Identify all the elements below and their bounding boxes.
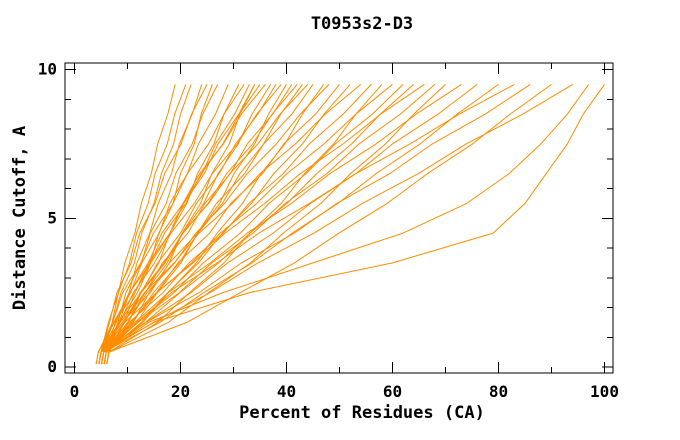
axis-ticks — [65, 63, 613, 373]
y-axis-label: Distance Cutoff, A — [10, 126, 30, 310]
model-curve — [101, 84, 436, 365]
model-curve — [98, 84, 277, 365]
x-axis-label: Percent of Residues (CA) — [239, 403, 485, 423]
model-curves — [95, 83, 605, 365]
model-curve — [98, 84, 176, 365]
model-curve — [103, 83, 515, 365]
model-curve — [103, 83, 425, 365]
model-curve — [101, 84, 362, 365]
model-curve — [103, 84, 478, 365]
model-curve — [106, 84, 446, 365]
model-curve — [98, 84, 208, 365]
x-tick-label: 0 — [70, 382, 80, 401]
model-curve — [98, 83, 462, 365]
y-tick-label: 5 — [47, 208, 57, 227]
model-curve — [98, 84, 261, 365]
x-tick-label: 60 — [383, 382, 402, 401]
model-curve — [98, 84, 372, 365]
model-curve — [103, 84, 590, 365]
plot-title: T0953s2-D3 — [311, 14, 413, 34]
model-curve — [98, 83, 531, 365]
model-curve — [95, 84, 192, 365]
model-curve — [95, 84, 256, 365]
model-curve — [98, 84, 293, 365]
x-tick-label: 100 — [590, 382, 619, 401]
model-curve — [101, 84, 272, 365]
model-curve — [106, 84, 383, 365]
model-curve — [101, 83, 499, 365]
model-curve — [98, 84, 314, 365]
x-tick-label: 80 — [489, 382, 508, 401]
model-curve — [103, 84, 351, 365]
y-tick-label: 0 — [47, 357, 57, 376]
y-tick-label: 10 — [38, 60, 57, 79]
x-tick-label: 40 — [277, 382, 296, 401]
model-curve — [103, 84, 330, 365]
axis-tick-labels: 0 20 40 60 80 100 0 5 10 — [38, 60, 619, 402]
x-tick-label: 20 — [171, 382, 190, 401]
model-curve — [106, 84, 240, 365]
model-curve — [98, 84, 605, 365]
